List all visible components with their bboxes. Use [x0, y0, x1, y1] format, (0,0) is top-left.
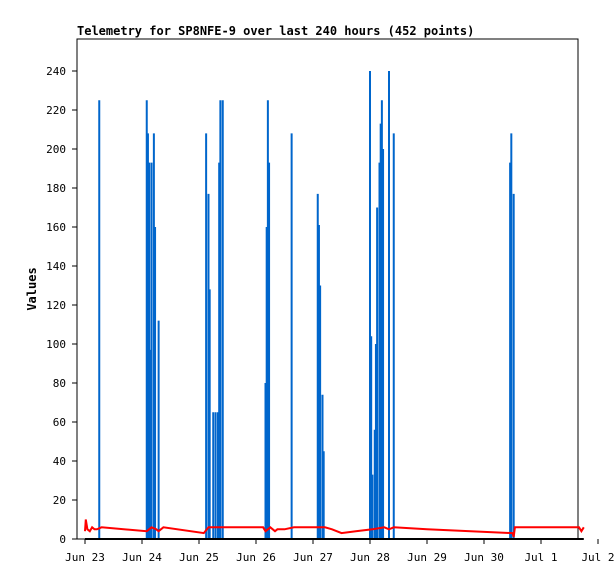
- x-axis-ticks: Jun 23 Jun 24 Jun 25 Jun 26 Jun 27 Jun 28 Jun …: [65, 539, 615, 564]
- x-tick-label: Jun 30: [464, 551, 504, 564]
- y-tick-label: 200: [46, 143, 66, 156]
- y-tick-label: 20: [53, 494, 66, 507]
- y-tick-label: 100: [46, 338, 66, 351]
- x-tick-label: Jun 26: [236, 551, 276, 564]
- y-tick-label: 220: [46, 104, 66, 117]
- x-tick-label: Jun 29: [407, 551, 447, 564]
- y-tick-label: 140: [46, 260, 66, 273]
- y-tick-label: 240: [46, 65, 66, 78]
- series-line-1: [84, 519, 585, 538]
- series-layer: [84, 71, 585, 540]
- y-tick-label: 0: [59, 533, 66, 546]
- x-tick-label: Jun 24: [122, 551, 162, 564]
- x-tick-label: Jul 2: [581, 551, 614, 564]
- y-axis-label: Values: [25, 267, 39, 310]
- y-tick-label: 60: [53, 416, 66, 429]
- y-tick-label: 40: [53, 455, 66, 468]
- y-tick-label: 180: [46, 182, 66, 195]
- x-tick-label: Jun 27: [293, 551, 333, 564]
- x-tick-label: Jun 28: [350, 551, 390, 564]
- y-tick-label: 120: [46, 299, 66, 312]
- y-tick-label: 80: [53, 377, 66, 390]
- x-tick-label: Jun 23: [65, 551, 105, 564]
- x-tick-label: Jun 25: [179, 551, 219, 564]
- y-axis-ticks: 0 20 40 60 80 100 120 140 160 180 200 220 240: [46, 65, 77, 546]
- y-tick-label: 160: [46, 221, 66, 234]
- x-tick-label: Jul 1: [524, 551, 557, 564]
- chart-title: Telemetry for SP8NFE-9 over last 240 hou…: [77, 24, 474, 38]
